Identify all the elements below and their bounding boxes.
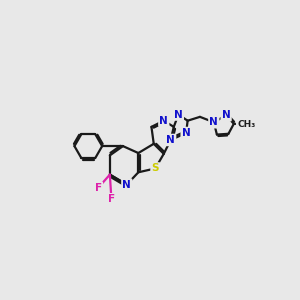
Text: N: N <box>182 128 190 138</box>
Text: CH₃: CH₃ <box>237 120 255 129</box>
Text: N: N <box>166 135 175 145</box>
Text: F: F <box>95 183 102 193</box>
Text: N: N <box>159 116 168 126</box>
Text: F: F <box>108 194 115 204</box>
Text: N: N <box>209 117 218 127</box>
Text: N: N <box>174 110 183 119</box>
Text: S: S <box>152 164 159 173</box>
Text: N: N <box>222 110 230 120</box>
Text: N: N <box>122 180 131 190</box>
